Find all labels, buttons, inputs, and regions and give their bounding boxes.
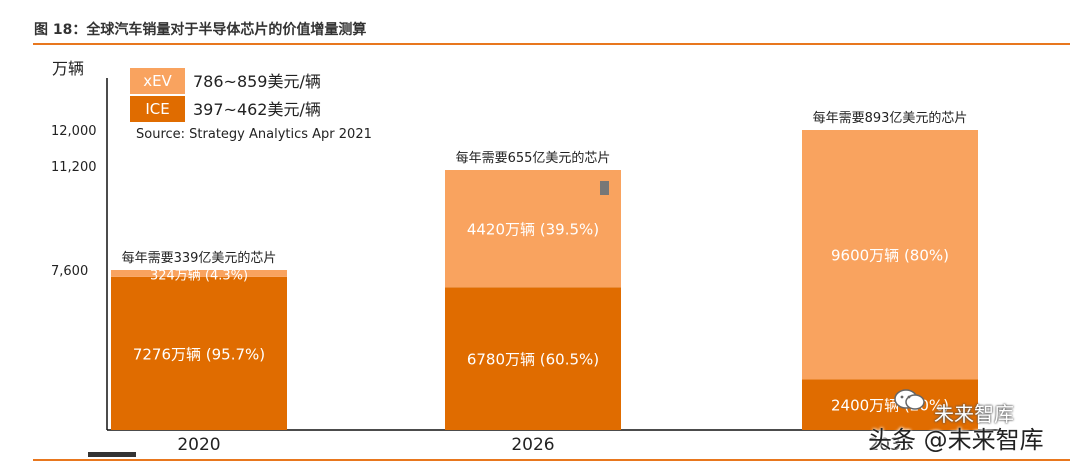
- x-tick-label: 2020: [177, 435, 220, 455]
- annotation: 每年需要339亿美元的芯片: [122, 250, 277, 266]
- y-tick-label: 11,200: [51, 160, 97, 175]
- x-tick-label: 2035: [868, 435, 911, 455]
- brand-watermark: 未来智库: [934, 402, 1014, 426]
- bar-ice-2026: [445, 287, 621, 430]
- bar-xev-2020: [111, 270, 287, 277]
- bottom-rule: [33, 459, 1070, 461]
- legend-name: xEV: [143, 72, 172, 90]
- legend-text: 397~462美元/辆: [193, 100, 321, 119]
- data-label-xev: 324万辆 (4.3%): [150, 268, 248, 283]
- annotation: 每年需要893亿美元的芯片: [813, 110, 968, 126]
- bar-xev-2035: [802, 130, 978, 380]
- y-tick-label: 12,000: [51, 124, 97, 139]
- data-label-ice: 2400万辆 (20%): [831, 397, 949, 415]
- wechat-icon: [894, 389, 925, 410]
- legend-text: 786~859美元/辆: [193, 72, 321, 91]
- data-label-ice: 7276万辆 (95.7%): [133, 345, 265, 363]
- marker-square: [600, 181, 609, 195]
- x-tick-label: 2026: [511, 435, 554, 455]
- bar-ice-2035: [802, 379, 978, 430]
- data-label-ice: 6780万辆 (60.5%): [467, 351, 599, 369]
- y-tick-label: 7,600: [51, 264, 88, 279]
- legend-name: ICE: [145, 100, 169, 118]
- bar-xev-2026: [445, 170, 621, 288]
- y-axis-label: 万辆: [52, 59, 84, 78]
- legend-swatch-xev: [130, 68, 185, 94]
- top-rule: [33, 43, 1070, 45]
- data-label-xev: 9600万辆 (80%): [831, 247, 949, 265]
- axis-stub: [88, 452, 136, 457]
- watermark-text: 头条 @未来智库: [868, 426, 1044, 454]
- bar-ice-2020: [111, 276, 287, 430]
- data-label-xev: 4420万辆 (39.5%): [467, 221, 599, 239]
- figure-title: 图 18：全球汽车销量对于半导体芯片的价值增量测算: [34, 22, 367, 38]
- annotation: 每年需要655亿美元的芯片: [456, 150, 611, 166]
- legend-swatch-ice: [130, 96, 185, 122]
- source-note: Source: Strategy Analytics Apr 2021: [136, 127, 372, 142]
